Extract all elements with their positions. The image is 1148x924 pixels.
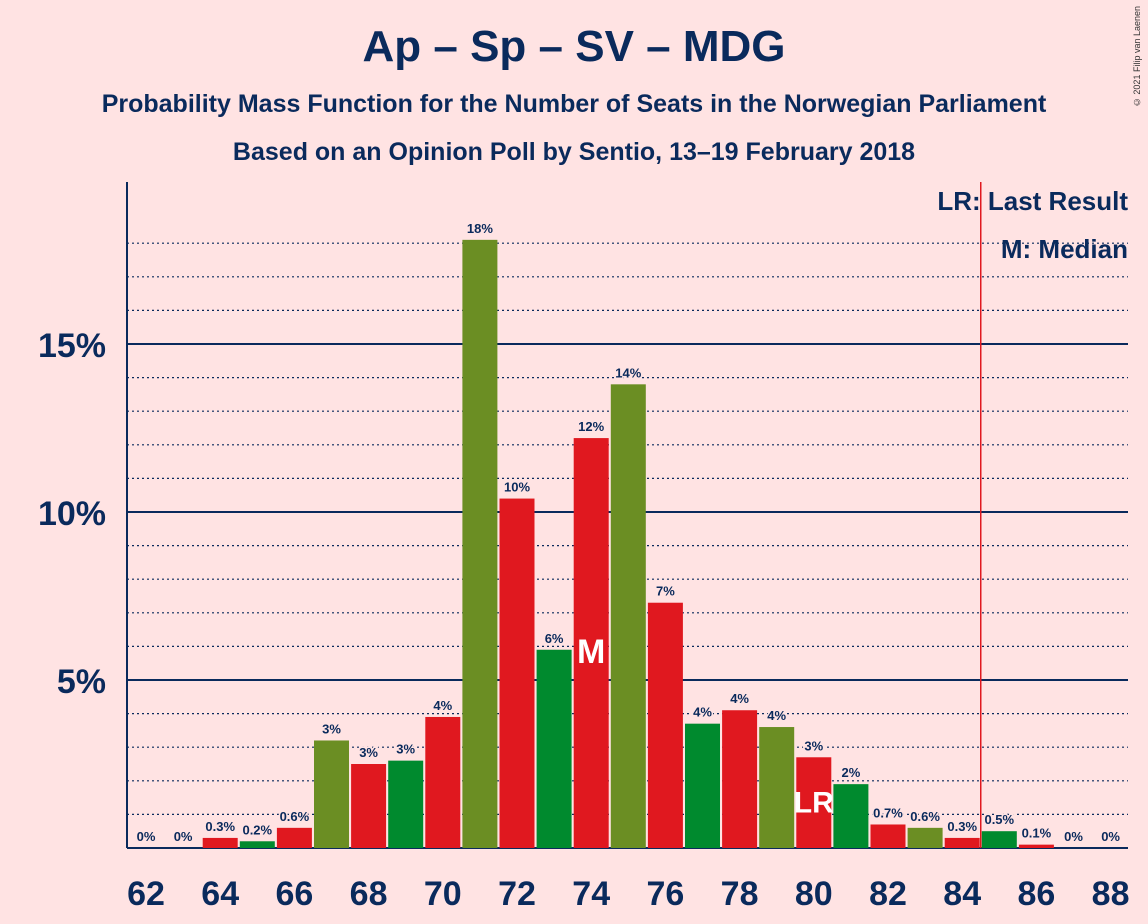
bar xyxy=(462,239,498,849)
bar xyxy=(610,384,646,848)
bar xyxy=(202,837,238,848)
bar-value-label: 12% xyxy=(578,419,604,434)
bar xyxy=(647,602,683,848)
bar xyxy=(351,764,387,848)
bar xyxy=(907,827,943,848)
bar-value-label: 0.2% xyxy=(242,822,272,837)
bar-value-label: 3% xyxy=(359,745,378,760)
last-result-marker: LR xyxy=(794,787,834,820)
bar xyxy=(499,498,535,848)
bar-value-label: 0% xyxy=(174,829,193,844)
bar-value-label: 10% xyxy=(504,480,530,495)
x-tick-label: 80 xyxy=(795,875,833,913)
bar-value-label: 0.7% xyxy=(873,805,903,820)
x-tick-label: 86 xyxy=(1017,875,1055,913)
bar-value-label: 0.6% xyxy=(910,809,940,824)
chart-subtitle: Probability Mass Function for the Number… xyxy=(101,90,1047,118)
bar xyxy=(870,824,906,848)
bar xyxy=(944,837,980,848)
bar-value-label: 18% xyxy=(467,221,493,236)
bar-value-label: 0.1% xyxy=(1022,826,1052,841)
legend-last-result: LR: Last Result xyxy=(937,186,1128,216)
bar-value-label: 3% xyxy=(396,742,415,757)
bar xyxy=(536,649,572,848)
bar-value-label: 0% xyxy=(1101,829,1120,844)
bar xyxy=(685,723,720,848)
bar xyxy=(722,710,758,848)
y-tick-label: 10% xyxy=(38,495,106,533)
y-tick-label: 5% xyxy=(57,663,106,701)
bar xyxy=(239,841,275,848)
bar xyxy=(759,727,795,848)
bar-value-label: 4% xyxy=(767,708,786,723)
bar xyxy=(388,760,424,848)
bar-value-label: 0.3% xyxy=(947,819,977,834)
bar-value-label: 0% xyxy=(137,829,156,844)
bar xyxy=(796,757,832,848)
bar xyxy=(981,831,1017,848)
x-tick-label: 78 xyxy=(721,875,759,913)
bar-value-label: 3% xyxy=(322,721,341,736)
bar xyxy=(573,438,609,848)
bar-value-label: 0.3% xyxy=(205,819,235,834)
median-marker: M xyxy=(577,633,605,671)
legend-median: M: Median xyxy=(1001,234,1128,264)
bar xyxy=(1018,844,1054,848)
bar-value-label: 0% xyxy=(1064,829,1083,844)
bar xyxy=(425,716,461,848)
x-tick-label: 82 xyxy=(869,875,907,913)
chart-subtitle-poll: Based on an Opinion Poll by Sentio, 13–1… xyxy=(232,138,916,166)
bar-value-label: 3% xyxy=(804,738,823,753)
bar-value-label: 2% xyxy=(842,765,861,780)
x-tick-label: 68 xyxy=(350,875,388,913)
chart-title: Ap – Sp – SV – MDG xyxy=(362,22,786,71)
y-tick-label: 15% xyxy=(38,327,106,365)
x-tick-label: 62 xyxy=(127,875,165,913)
bar-value-label: 4% xyxy=(433,698,452,713)
x-tick-label: 84 xyxy=(943,875,981,913)
bar xyxy=(276,827,312,848)
x-tick-label: 66 xyxy=(275,875,313,913)
bar xyxy=(833,784,869,848)
bar-value-label: 0.5% xyxy=(984,812,1014,827)
bar-value-label: 0.6% xyxy=(280,809,310,824)
bar-value-label: 4% xyxy=(693,705,712,720)
bar xyxy=(314,740,349,848)
bar-value-label: 7% xyxy=(656,584,675,599)
bar-value-label: 4% xyxy=(730,691,749,706)
x-tick-label: 72 xyxy=(498,875,536,913)
bar-value-label: 14% xyxy=(615,365,641,380)
x-tick-label: 76 xyxy=(646,875,684,913)
x-tick-label: 70 xyxy=(424,875,462,913)
bar-value-label: 6% xyxy=(545,631,564,646)
x-tick-label: 64 xyxy=(201,875,239,913)
x-tick-label: 74 xyxy=(572,875,610,913)
x-tick-label: 88 xyxy=(1092,875,1130,913)
